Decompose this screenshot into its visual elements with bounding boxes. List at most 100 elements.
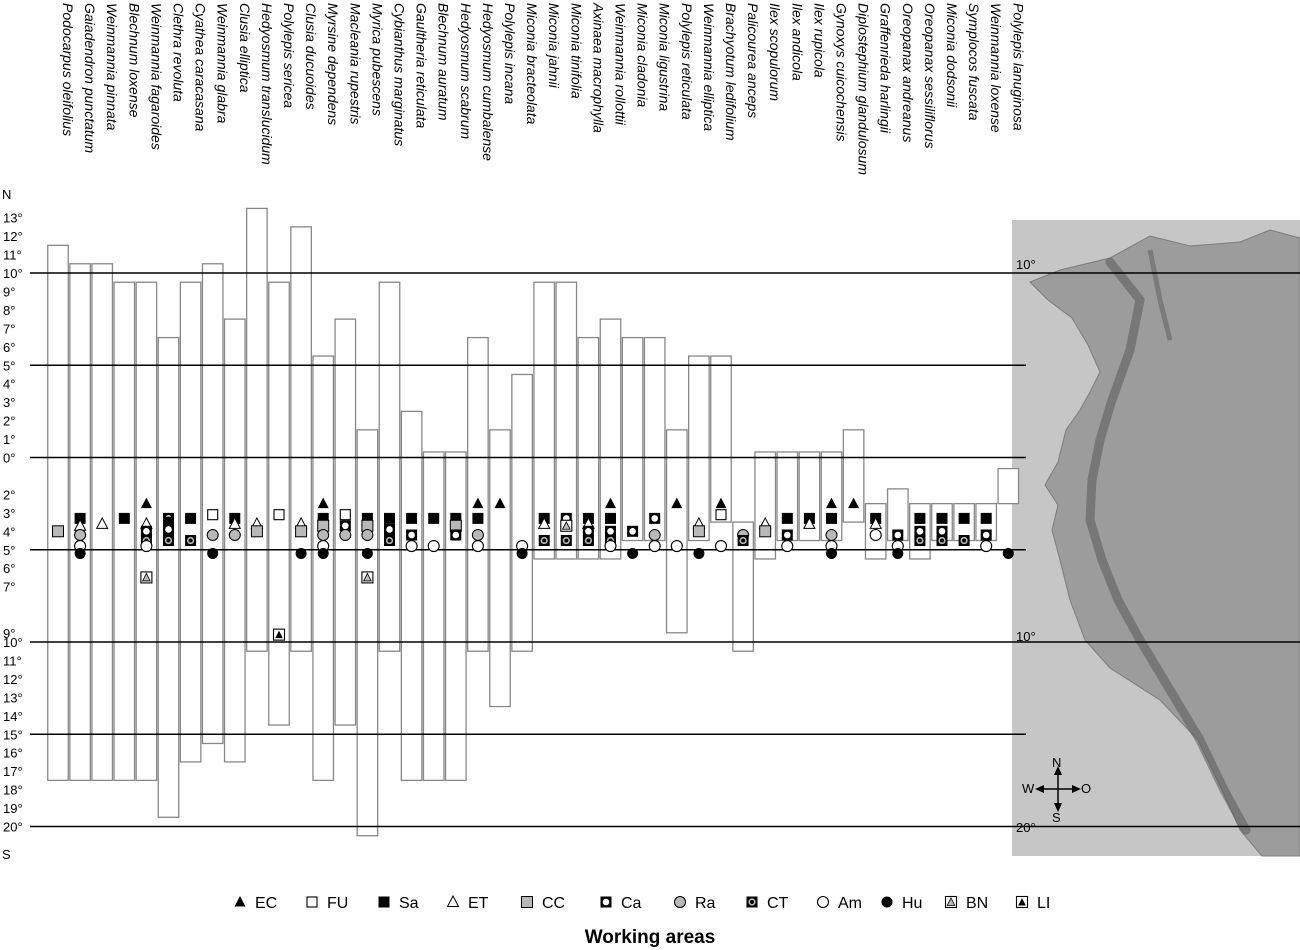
area-marker-bn bbox=[140, 571, 153, 584]
marker-shape bbox=[450, 512, 462, 524]
area-marker-am bbox=[427, 540, 440, 553]
area-marker-ra bbox=[317, 528, 330, 541]
marker-shape bbox=[295, 525, 308, 538]
area-marker-hu bbox=[516, 547, 528, 559]
marker-shape bbox=[958, 512, 970, 524]
marker-shape bbox=[869, 516, 883, 529]
legend-marker-cc bbox=[521, 896, 533, 908]
marker-shape bbox=[74, 528, 87, 541]
marker-shape bbox=[140, 540, 153, 553]
area-marker-fu bbox=[339, 509, 351, 521]
area-marker-hu bbox=[1002, 547, 1014, 559]
species-label: Weinmannia pinnata bbox=[104, 3, 120, 131]
species-label: Weinmannia rollottii bbox=[613, 3, 629, 126]
area-marker-ca bbox=[781, 529, 793, 541]
range-bar bbox=[378, 281, 401, 652]
species-labels: Podocarpus oleifolius Gaiadendron punctat… bbox=[60, 2, 1026, 175]
area-marker-ec bbox=[472, 497, 484, 509]
area-marker-ca bbox=[605, 525, 616, 537]
species-label: Graffenrieda harlingii bbox=[878, 3, 894, 134]
marker-shape-dot bbox=[917, 538, 922, 543]
species-label: Myrsine dependens bbox=[325, 3, 341, 125]
area-marker-sa bbox=[163, 516, 174, 528]
marker-shape bbox=[234, 896, 246, 907]
marker-shape-inner bbox=[141, 572, 151, 582]
legend-label: Am bbox=[838, 895, 862, 912]
species-label: Oreopanax sessiliflorus bbox=[922, 3, 938, 149]
marker-shape bbox=[604, 540, 617, 553]
marker-shape-inner bbox=[784, 531, 791, 539]
area-marker-sa bbox=[980, 512, 992, 524]
marker-shape bbox=[670, 540, 683, 553]
marker-shape bbox=[803, 516, 816, 529]
legend-marker-fu bbox=[306, 896, 318, 908]
species-label: Blechnum auratum bbox=[436, 3, 452, 121]
legend-label: CT bbox=[767, 895, 789, 912]
area-marker-cc bbox=[250, 525, 263, 538]
range-bar bbox=[201, 263, 224, 745]
marker-shape-dot bbox=[586, 538, 591, 543]
marker-shape bbox=[825, 528, 838, 541]
area-marker-sa bbox=[406, 512, 418, 524]
y-tick-label: 6° bbox=[3, 340, 15, 355]
species-label: Polylepis sericea bbox=[281, 3, 297, 108]
marker-shape bbox=[427, 540, 440, 553]
legend-label: Ra bbox=[695, 895, 716, 912]
area-marker-ct bbox=[384, 535, 395, 547]
marker-shape bbox=[605, 497, 616, 509]
y-tick-label: 2° bbox=[3, 414, 15, 429]
y-tick-label: 4° bbox=[3, 524, 15, 539]
y-tick-label: 6° bbox=[3, 561, 15, 576]
marker-shape bbox=[295, 547, 307, 559]
y-tick-label: 10° bbox=[3, 635, 23, 650]
marker-shape bbox=[361, 528, 374, 541]
area-marker-am bbox=[670, 540, 683, 553]
species-label: Macleania rupestris bbox=[347, 3, 363, 124]
marker-shape bbox=[52, 525, 64, 538]
area-marker-ct bbox=[914, 535, 926, 547]
map-ridge-north bbox=[1147, 249, 1173, 341]
legend-marker-sa bbox=[378, 896, 390, 908]
y-tick-label: 3° bbox=[3, 395, 15, 410]
y-tick-label: 5° bbox=[3, 358, 15, 373]
marker-shape-dot bbox=[750, 900, 754, 904]
species-label: Weinmannia elliptica bbox=[701, 3, 717, 131]
area-marker-sa bbox=[605, 512, 616, 524]
compass-n: N bbox=[1052, 755, 1061, 770]
range-bar bbox=[732, 521, 754, 652]
marker-shape bbox=[317, 547, 329, 559]
area-marker-sa bbox=[826, 512, 837, 524]
area-marker-ra bbox=[471, 528, 484, 541]
legend-marker-ct bbox=[746, 896, 758, 908]
marker-shape bbox=[627, 547, 639, 559]
species-label: Polylepis incana bbox=[502, 3, 518, 104]
marker-shape-inner bbox=[938, 528, 946, 535]
marker-shape-inner bbox=[651, 515, 658, 522]
area-marker-am bbox=[471, 540, 484, 553]
area-marker-ec bbox=[494, 497, 506, 509]
species-label: Podocarpus oleifolius bbox=[60, 3, 76, 136]
marker-shape bbox=[118, 512, 130, 524]
marker-shape bbox=[361, 512, 373, 524]
range-bar bbox=[710, 355, 732, 523]
area-marker-ct bbox=[958, 535, 970, 547]
legend-marker-ra bbox=[674, 896, 686, 908]
marker-shape-inner bbox=[362, 572, 372, 582]
marker-shape bbox=[1002, 547, 1014, 559]
area-marker-am bbox=[714, 540, 728, 553]
area-marker-ca bbox=[339, 520, 351, 532]
marker-shape-inner bbox=[386, 526, 393, 533]
species-label: Symplocos fuscata bbox=[966, 3, 982, 121]
marker-shape-inner bbox=[982, 531, 990, 539]
marker-shape bbox=[446, 894, 460, 907]
area-marker-ec bbox=[317, 497, 329, 509]
area-marker-am bbox=[140, 540, 153, 553]
area-marker-cc bbox=[295, 525, 308, 538]
map-andes-ridge bbox=[1085, 257, 1251, 835]
area-markers bbox=[52, 497, 1014, 641]
range-bar bbox=[997, 467, 1020, 505]
species-label: Hedyosmum translucidum bbox=[259, 3, 275, 165]
range-bar bbox=[290, 226, 313, 652]
marker-shape bbox=[406, 512, 418, 524]
